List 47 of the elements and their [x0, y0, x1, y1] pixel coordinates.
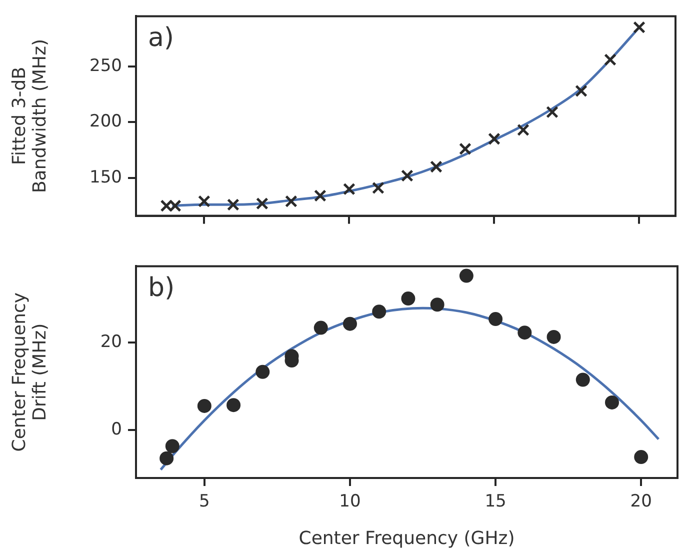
point	[226, 398, 241, 412]
point	[372, 304, 386, 319]
annotation: a)	[148, 22, 174, 53]
point	[314, 190, 326, 202]
point	[256, 197, 268, 210]
point	[604, 395, 619, 410]
point	[430, 298, 444, 312]
point	[197, 398, 212, 413]
y-axis-title: Fitted 3-dB Bandwidth (MHz)	[9, 38, 51, 194]
annotation: b)	[148, 272, 175, 303]
point	[634, 450, 648, 464]
point	[459, 268, 474, 283]
point	[459, 142, 472, 156]
point	[284, 195, 298, 208]
point	[517, 124, 530, 136]
y-tick-label: 250	[90, 56, 122, 76]
point	[575, 84, 588, 98]
point	[546, 106, 558, 118]
point	[488, 312, 503, 326]
point	[256, 364, 270, 379]
y-axis-title: Center Frequency Drift (MHz)	[9, 292, 51, 452]
x-tick-label: 10	[339, 492, 361, 512]
point	[604, 53, 616, 66]
x-tick-label: 20	[630, 492, 652, 512]
point	[401, 292, 416, 306]
point	[518, 326, 532, 340]
point	[342, 316, 357, 331]
x-axis-title: Center Frequency (GHz)	[298, 528, 515, 549]
point	[160, 451, 174, 466]
y-tick-label: 200	[90, 112, 122, 132]
point	[576, 372, 590, 387]
y-tick-label: 150	[90, 167, 122, 188]
point	[226, 198, 240, 211]
point	[488, 132, 500, 146]
point	[633, 21, 646, 34]
point	[430, 160, 442, 173]
point	[342, 182, 356, 196]
x-tick-label: 15	[484, 492, 506, 512]
point	[314, 320, 328, 335]
y-tick-label: 20	[100, 332, 122, 352]
y-tick-label: 0	[111, 419, 122, 440]
point	[372, 182, 384, 194]
point	[546, 330, 561, 344]
point	[165, 439, 180, 454]
x-tick-label: 5	[199, 492, 210, 512]
point	[198, 195, 210, 208]
point	[401, 169, 414, 182]
